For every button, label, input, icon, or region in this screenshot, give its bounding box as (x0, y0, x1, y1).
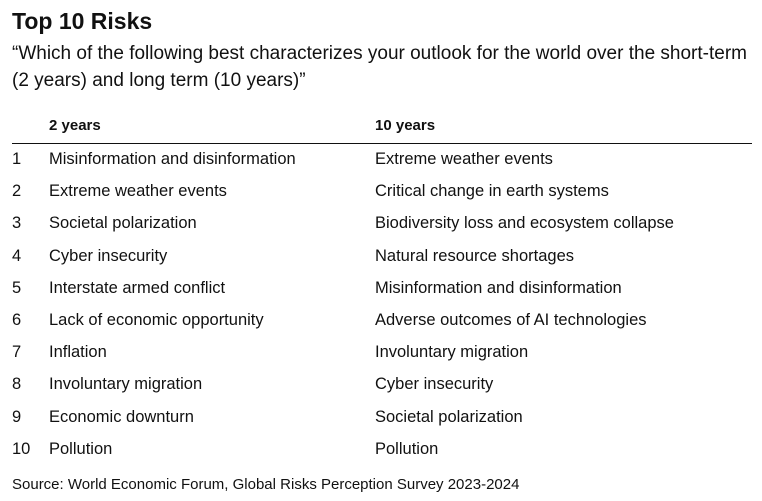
title: Top 10 Risks (12, 8, 153, 34)
column-header: 10 years (375, 117, 436, 134)
header-rule (12, 143, 752, 144)
risk-2-years: Pollution (49, 439, 113, 458)
risk-2-years: Lack of economic opportunity (49, 311, 264, 329)
risk-10-years: Extreme weather events (375, 150, 553, 168)
risk-2-years: Cyber insecurity (49, 246, 168, 265)
risk-10-years: Critical change in earth systems (375, 182, 609, 201)
risk-10-years: Involuntary migration (375, 343, 529, 362)
risk-2-years: Inflation (49, 343, 107, 362)
rank: 9 (12, 407, 22, 426)
risk-2-years: Misinformation and disinformation (49, 150, 296, 168)
rank: 8 (12, 375, 22, 394)
rank: 4 (12, 246, 22, 265)
risk-2-years: Involuntary migration (49, 375, 203, 394)
rank: 6 (12, 311, 22, 329)
risk-2-years: Extreme weather events (49, 182, 227, 201)
risk-10-years: Adverse outcomes of AI technologies (375, 311, 647, 329)
column-header: 2 years (49, 117, 101, 134)
source: Source: World Economic Forum, Global Ris… (12, 476, 520, 493)
rank: 10 (12, 439, 31, 458)
risk-10-years: Societal polarization (375, 407, 523, 426)
risk-2-years: Economic downturn (49, 407, 194, 426)
rank: 3 (12, 214, 22, 233)
risk-2-years: Societal polarization (49, 214, 197, 233)
subtitle: “Which of the following best characteriz… (12, 43, 747, 91)
rank: 5 (12, 278, 22, 297)
risk-10-years: Pollution (375, 439, 439, 458)
risk-10-years: Biodiversity loss and ecosystem collapse (375, 214, 674, 233)
rank: 7 (12, 343, 22, 362)
risk-10-years: Cyber insecurity (375, 375, 494, 394)
risk-10-years: Natural resource shortages (375, 246, 575, 265)
rank: 1 (12, 150, 22, 168)
rank: 2 (12, 182, 22, 201)
risk-10-years: Misinformation and disinformation (375, 278, 622, 297)
risk-2-years: Interstate armed conflict (49, 278, 226, 297)
